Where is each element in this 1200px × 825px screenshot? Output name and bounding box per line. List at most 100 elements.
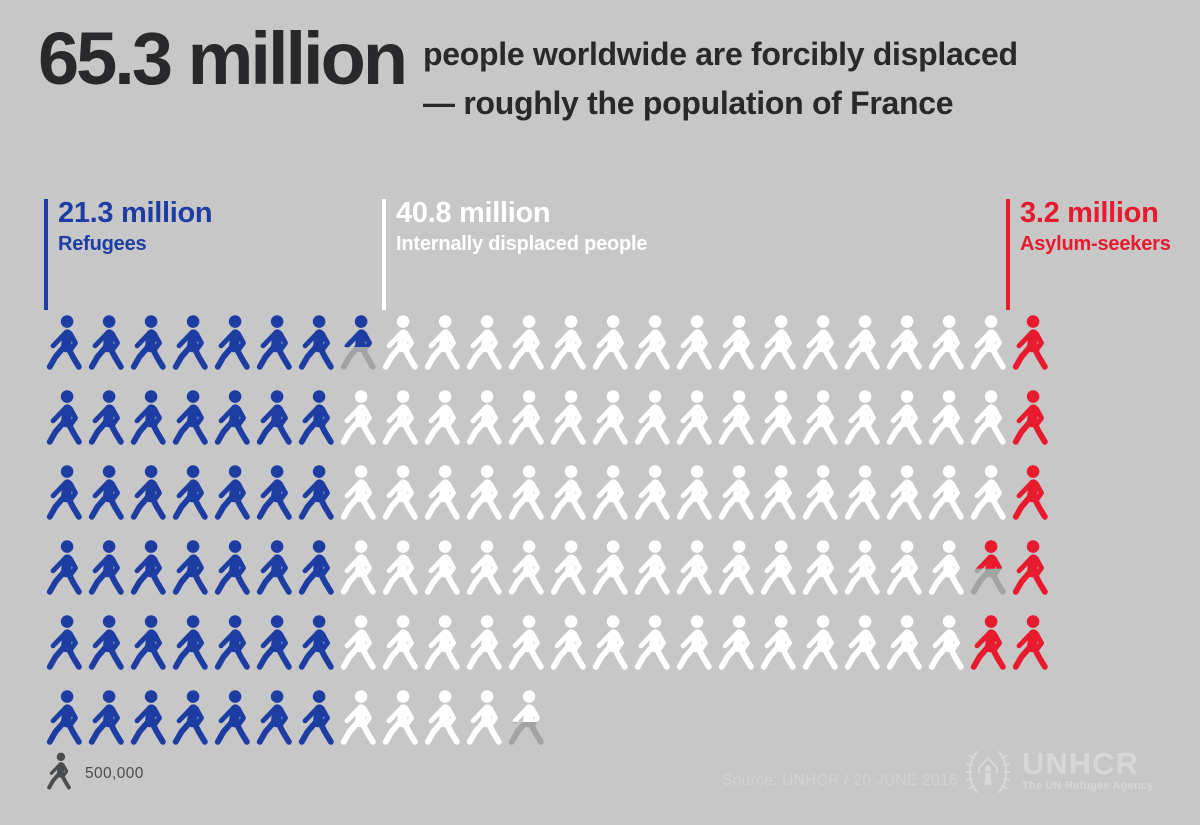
pictogram-row (45, 389, 1053, 446)
person-icon-white (801, 314, 843, 371)
person-icon-blue (255, 539, 297, 596)
person-icon-white (507, 614, 549, 671)
person-icon-white (969, 314, 1011, 371)
person-icon-white (675, 539, 717, 596)
pictogram-grid (45, 314, 1053, 764)
person-icon-white (591, 389, 633, 446)
person-icon-white (423, 314, 465, 371)
person-icon-white (717, 539, 759, 596)
person-icon-white (339, 464, 381, 521)
person-icon-blue (213, 464, 255, 521)
person-icon-white (885, 314, 927, 371)
pictogram-row (45, 689, 1053, 746)
unhcr-logo-words: UNHCR The UN Refugee Agency (1022, 746, 1154, 798)
person-icon-white (801, 464, 843, 521)
person-icon-red-partial (969, 539, 1011, 596)
person-icon-white (507, 464, 549, 521)
person-icon-red (1011, 314, 1053, 371)
person-icon-blue (255, 389, 297, 446)
headline-subtitle-line2: — roughly the population of France (423, 85, 954, 121)
person-icon-white (843, 389, 885, 446)
person-icon-red (1011, 539, 1053, 596)
person-icon-red (1011, 389, 1053, 446)
legend-idp-value: 40.8 million (396, 197, 551, 229)
person-icon-red (1011, 614, 1053, 671)
person-icon-white (465, 614, 507, 671)
headline-subtitle-line1: people worldwide are forcibly displaced (423, 36, 1018, 72)
person-icon-blue (213, 614, 255, 671)
person-icon-white (759, 314, 801, 371)
person-icon-blue (171, 539, 213, 596)
person-icon-blue (213, 689, 255, 746)
person-icon-white (969, 389, 1011, 446)
unit-key: 500,000 (46, 752, 144, 790)
person-icon-blue (45, 614, 87, 671)
person-icon-white (507, 314, 549, 371)
person-icon-white (717, 614, 759, 671)
source-text: Source: UNHCR / 20 JUNE 2016 (722, 772, 958, 789)
person-icon-blue (171, 389, 213, 446)
header: 65.3 million people worldwide are forcib… (38, 20, 1018, 128)
person-icon-blue (213, 314, 255, 371)
person-icon-white (591, 539, 633, 596)
person-icon-white (381, 539, 423, 596)
person-icon-blue (171, 464, 213, 521)
person-icon-white (339, 614, 381, 671)
person-icon-white (843, 539, 885, 596)
unhcr-logo-subtitle: The UN Refugee Agency (1022, 780, 1154, 792)
person-icon-white (381, 614, 423, 671)
legend-refugees-value: 21.3 million (58, 197, 213, 229)
headline-subtitle: people worldwide are forcibly displaced … (423, 20, 1018, 128)
person-icon-blue (255, 464, 297, 521)
person-icon-white (759, 389, 801, 446)
person-icon-blue (171, 614, 213, 671)
person-icon-white (465, 314, 507, 371)
legend-asylum-value: 3.2 million (1020, 197, 1159, 229)
person-icon-white (675, 314, 717, 371)
person-icon-blue (45, 314, 87, 371)
pictogram-row (45, 614, 1053, 671)
person-icon-blue (297, 389, 339, 446)
person-icon-blue (297, 314, 339, 371)
person-icon-white (885, 539, 927, 596)
person-icon-blue (297, 539, 339, 596)
person-icon-blue (255, 614, 297, 671)
person-icon-white (465, 689, 507, 746)
unhcr-emblem-icon (965, 750, 1011, 794)
person-icon-white (801, 614, 843, 671)
person-icon-white (465, 539, 507, 596)
person-icon-white (633, 314, 675, 371)
person-icon-white (549, 539, 591, 596)
person-icon-white (885, 614, 927, 671)
person-icon-blue (213, 389, 255, 446)
legend-refugees-bar (44, 199, 48, 310)
person-icon-white (507, 539, 549, 596)
person-icon-white (633, 614, 675, 671)
person-icon-blue (297, 464, 339, 521)
person-icon-white (843, 464, 885, 521)
person-icon-blue (87, 464, 129, 521)
legend-refugees-label: Refugees (58, 233, 147, 255)
person-icon-white (591, 464, 633, 521)
person-icon-white (423, 614, 465, 671)
person-icon-white (381, 314, 423, 371)
person-icon-blue (87, 389, 129, 446)
person-icon-white (507, 389, 549, 446)
person-icon-white (549, 464, 591, 521)
person-icon-blue (129, 314, 171, 371)
person-icon-blue (45, 389, 87, 446)
person-icon-white (465, 389, 507, 446)
person-icon-white (801, 389, 843, 446)
person-icon-white (801, 539, 843, 596)
person-icon-blue (87, 314, 129, 371)
person-icon-white (633, 389, 675, 446)
person-icon-white (423, 689, 465, 746)
person-icon-white (969, 464, 1011, 521)
person-icon-white (633, 539, 675, 596)
legend-refugees: 21.3 million Refugees (44, 197, 213, 310)
person-icon-white (843, 314, 885, 371)
person-icon-blue (87, 539, 129, 596)
person-icon-blue (297, 689, 339, 746)
person-icon-white (675, 389, 717, 446)
person-icon-white (927, 539, 969, 596)
